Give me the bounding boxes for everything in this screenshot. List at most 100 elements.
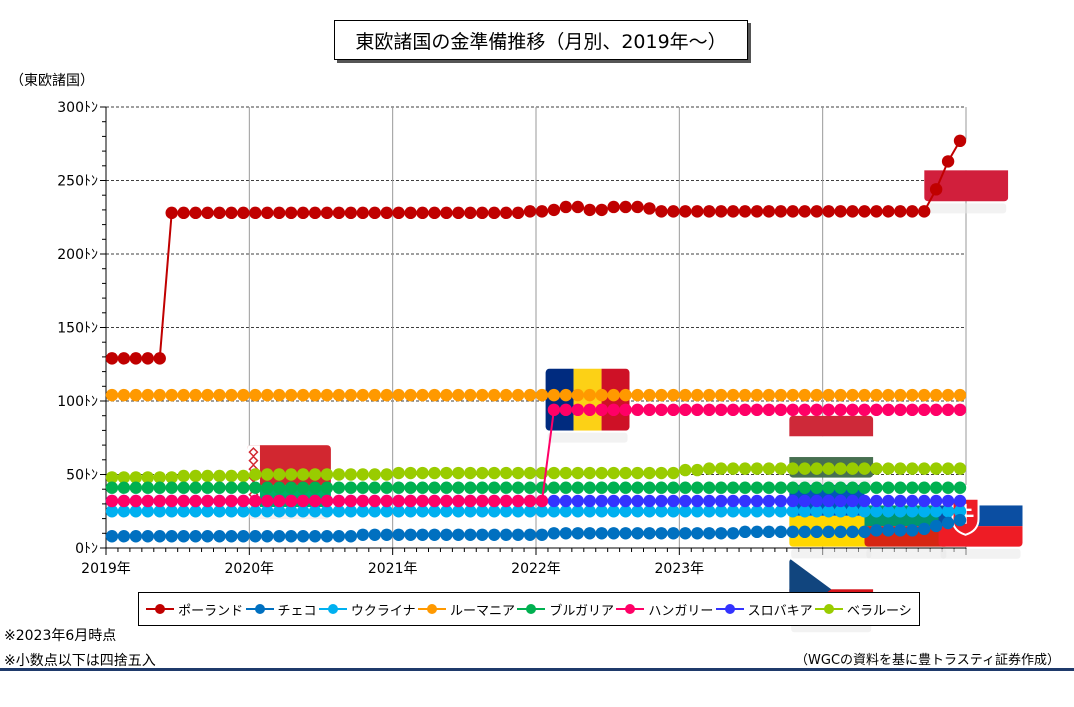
series-point [225,530,238,543]
series-point [261,388,274,402]
x-tick-label: 2021年 [368,561,418,577]
legend-item-czech: チェコ [245,600,317,619]
series-point [655,466,668,480]
series-point [941,516,955,530]
series-point [762,462,776,475]
series-point [571,494,585,508]
series-point [726,481,740,494]
series-point [559,481,573,494]
series-point [810,462,823,475]
series-point [894,462,907,475]
series-point [953,134,967,148]
series-point [213,481,226,494]
series-point [762,205,776,218]
series-point [679,505,692,518]
series-point [440,494,453,508]
series-point [141,530,155,543]
series-point [344,468,358,481]
series-point [846,505,859,518]
series-point [738,388,752,402]
series-point [511,388,525,402]
series-point [810,403,823,417]
legend-label-romania: ルーマニア [449,603,515,619]
series-point [929,403,943,417]
y-tick-label: 50ﾄﾝ [66,468,98,484]
series-point [380,505,393,518]
series-point [129,352,143,365]
series-point [308,530,322,543]
series-point [643,388,656,402]
series-point [225,494,238,508]
series-point [452,206,465,220]
series-point [906,403,919,417]
legend: ポーランド チェコ ウクライナ ルーマニア ブルガリア ハンガリー スロバキア … [138,592,920,626]
series-point [547,527,561,540]
series-point [595,527,608,540]
series-point [511,494,525,508]
series-point [153,481,166,494]
series-point [798,525,811,539]
series-point [105,352,119,365]
series-point [272,530,286,543]
series-point [141,481,155,494]
series-point [702,388,716,402]
series-point [189,530,202,543]
series-point [702,527,716,540]
series-point [583,388,596,402]
bottom-rule [0,668,1074,671]
flag-reflection [940,548,1021,559]
series-point [332,206,346,220]
series-point [906,494,919,508]
series-point [786,525,800,539]
series-point [105,505,119,518]
series-point [476,466,489,480]
series-point [667,527,680,540]
series-point [774,388,788,402]
series-point [141,471,155,484]
series-point [213,206,226,220]
series-point [571,481,585,494]
series-point [846,481,859,494]
series-point [571,466,585,480]
series-point [714,388,728,402]
series-point [356,206,370,220]
series-point [296,505,310,518]
series-point [487,388,501,402]
series-point [308,468,322,481]
series-point [643,481,656,494]
series-point [846,494,859,508]
series-point [344,206,358,220]
legend-label-hungary: ハンガリー [648,603,714,619]
series-point [894,494,907,508]
series-point [535,205,549,218]
series-point [249,505,262,518]
series-point [738,205,752,218]
series-point [153,388,166,402]
series-point [165,505,178,518]
series-point [702,505,716,518]
x-tick-label: 2023年 [655,561,705,577]
series-point [738,525,752,539]
series-point [655,505,668,518]
series-point [917,205,931,218]
series-point [284,468,298,481]
series-point [882,403,895,417]
series-point [786,205,800,218]
series-point [440,388,453,402]
flag-body [789,415,874,478]
flag-stripe [938,526,1023,547]
series-point [356,388,370,402]
series-point [667,505,680,518]
series-point [523,388,537,402]
series-point [667,466,680,480]
series-point [619,494,632,508]
series-point [129,471,143,484]
series-point [452,466,465,480]
y-tick-label: 300ﾄﾝ [57,100,98,116]
series-point [738,462,752,475]
series-point [714,462,728,475]
series-point [272,505,286,518]
flag-stripe [924,139,1009,171]
note-as-of: ※2023年6月時点 [4,628,117,644]
legend-swatch-romania [417,603,446,615]
